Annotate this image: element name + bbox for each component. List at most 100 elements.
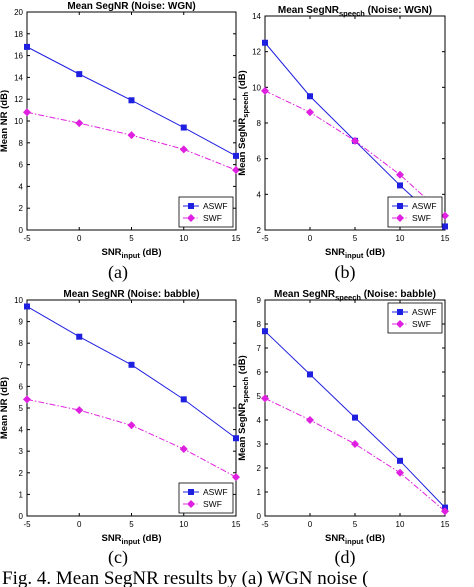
- x-tick-label: 10: [396, 520, 405, 529]
- data-point-aswf: [352, 414, 358, 421]
- data-point-swf: [127, 131, 136, 140]
- chart-title-subscript: speech: [339, 9, 365, 18]
- y-tick-label: 9: [19, 318, 24, 327]
- plot-frame: [26, 299, 237, 517]
- data-point-swf: [306, 108, 314, 117]
- data-point-aswf: [233, 152, 239, 159]
- y-tick-label: 9: [257, 296, 262, 305]
- data-point-aswf: [128, 97, 135, 104]
- legend-marker: [396, 320, 404, 328]
- x-axis-label-tail: (dB): [140, 533, 162, 544]
- y-tick-label: 7: [257, 344, 262, 353]
- x-tick-label: -5: [23, 520, 31, 529]
- chart-title-main: Mean SegNR: [274, 289, 336, 300]
- y-axis-label: Mean NR (dB): [0, 377, 10, 439]
- x-axis-label-subscript: input: [122, 251, 141, 260]
- y-tick-label: 6: [257, 368, 262, 377]
- data-point-aswf: [397, 457, 403, 464]
- legend-marker: [397, 203, 403, 209]
- y-tick-label: 0: [257, 512, 262, 521]
- x-tick-label: -5: [261, 234, 269, 243]
- x-axis-label: SNRinput (dB): [325, 247, 385, 260]
- x-tick-label: 15: [441, 520, 450, 529]
- y-axis-label-subscript: speech: [241, 376, 250, 402]
- chart-c: Mean SegNR (Noise: babble) 0 1 2 3 4 5 6 7 8 9 10 -5…: [0, 289, 241, 568]
- y-tick-label: 10: [252, 83, 261, 92]
- x-tick-label: -5: [261, 520, 269, 529]
- legend: ASWF SWF: [387, 302, 443, 334]
- x-axis-label-tail: (dB): [363, 533, 385, 544]
- y-tick-label: 6: [257, 155, 262, 164]
- y-tick-label: 4: [19, 426, 24, 435]
- legend-box: [178, 482, 234, 514]
- legend-label: SWF: [203, 499, 222, 509]
- x-tick-label: 0: [308, 234, 313, 243]
- y-tick-label: 8: [19, 139, 24, 148]
- x-axis-label-main: SNR: [101, 247, 121, 258]
- y-tick-label: 8: [257, 119, 262, 128]
- data-point-aswf: [24, 43, 30, 50]
- legend-label: ASWF: [412, 307, 437, 317]
- y-tick-label: 1: [19, 490, 24, 499]
- y-tick-label: 3: [19, 447, 24, 456]
- subfigure-label: (a): [108, 262, 128, 283]
- legend: ASWF SWF: [387, 196, 443, 228]
- x-axis-label-subscript: input: [345, 251, 364, 260]
- y-axis-label-tail: (dB): [237, 70, 248, 92]
- chart-title-tail: (Noise: WGN): [365, 5, 432, 16]
- y-tick-label: 12: [14, 95, 23, 104]
- legend-marker: [397, 309, 403, 315]
- x-tick-label: 15: [232, 520, 241, 529]
- x-axis-label-main: SNR: [325, 247, 345, 258]
- y-axis-label-subscript: speech: [241, 91, 250, 117]
- legend-label: ASWF: [412, 201, 437, 211]
- data-point-swf: [351, 136, 359, 145]
- y-tick-label: 6: [19, 382, 24, 391]
- chart-b: Mean SegNRspeech (Noise: WGN)2468101214-…: [237, 5, 450, 283]
- y-tick-label: 10: [14, 117, 23, 126]
- x-tick-label: 0: [77, 234, 82, 243]
- data-point-aswf: [397, 182, 403, 189]
- y-tick-label: 14: [252, 12, 261, 21]
- x-tick-label: 5: [129, 520, 134, 529]
- y-tick-label: 5: [257, 392, 262, 401]
- data-point-aswf: [180, 124, 187, 131]
- data-point-aswf: [307, 93, 313, 100]
- chart-title-main: Mean SegNR: [278, 5, 340, 16]
- x-tick-label: 10: [179, 234, 188, 243]
- y-tick-label: 12: [252, 48, 261, 57]
- data-point-aswf: [233, 435, 239, 442]
- x-tick-label: -5: [23, 234, 31, 243]
- subfigure-label: (b): [335, 262, 356, 283]
- chart-d: Mean SegNRspeech (Noise: babble)01234567…: [237, 289, 450, 568]
- y-axis-label-main: Mean SegNR: [237, 403, 248, 461]
- data-point-swf: [232, 473, 240, 482]
- chart-title-subscript: speech: [335, 293, 361, 302]
- legend-box: [387, 196, 443, 228]
- chart-title: Mean SegNRspeech (Noise: babble): [274, 289, 436, 302]
- y-tick-label: 7: [19, 361, 24, 370]
- y-tick-label: 18: [14, 30, 23, 39]
- legend-label: ASWF: [203, 201, 228, 211]
- y-tick-label: 4: [257, 416, 262, 425]
- data-point-swf: [75, 119, 84, 128]
- x-axis-label-tail: (dB): [363, 247, 385, 258]
- data-point-swf: [306, 416, 314, 424]
- y-tick-label: 4: [19, 182, 24, 191]
- data-point-swf: [351, 440, 359, 448]
- legend: ASWF SWF: [178, 196, 234, 228]
- data-point-aswf: [76, 333, 83, 340]
- x-axis-label: SNRinput (dB): [325, 533, 385, 546]
- legend-box: [387, 302, 443, 334]
- x-axis-label-tail: (dB): [140, 247, 162, 258]
- y-tick-label: 14: [14, 73, 23, 82]
- y-tick-label: 2: [19, 204, 24, 213]
- data-point-aswf: [76, 71, 83, 78]
- chart-title: Mean SegNR (Noise: babble): [63, 289, 199, 300]
- y-tick-label: 6: [19, 161, 24, 170]
- data-point-swf: [261, 394, 269, 403]
- subfigure-label: (d): [335, 547, 356, 568]
- x-tick-label: 10: [179, 520, 188, 529]
- y-tick-label: 0: [19, 226, 24, 235]
